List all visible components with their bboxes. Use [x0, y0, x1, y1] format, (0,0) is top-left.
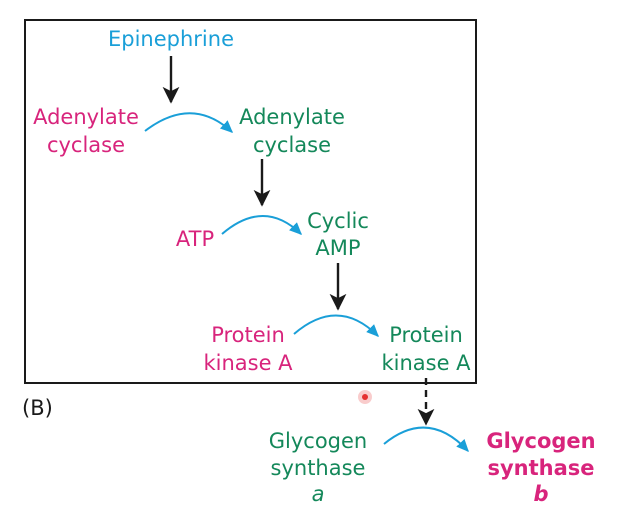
glycogen-synthase-b-label-line2: synthase	[487, 456, 594, 480]
panel-label: (B)	[22, 396, 53, 420]
protein-kinase-a-inactive-label: Protein	[211, 323, 285, 347]
adenylate-cyclase-inactive-label: Adenylate	[33, 105, 139, 129]
adenylate-cyclase-inactive-label-line2: cyclase	[47, 133, 125, 157]
atp-label: ATP	[176, 227, 214, 251]
adenylate-cyclase-activation-arc	[144, 112, 234, 133]
glycogen-synthase-b-form: b	[533, 482, 548, 506]
protein-kinase-a-activation-arc	[293, 314, 379, 337]
panel-frame	[24, 19, 477, 384]
adenylate-cyclase-active-label-line2: cyclase	[253, 133, 331, 157]
cyclic-amp-label-line2: AMP	[315, 236, 360, 260]
protein-kinase-a-active-label-line2: kinase A	[381, 351, 471, 375]
protein-kinase-a-inactive-label-line2: kinase A	[203, 351, 293, 375]
glycogen-synthase-a-label-line2: synthase	[271, 456, 366, 480]
cursor-indicator-dot	[362, 394, 368, 400]
glycogen-synthase-b-label: Glycogen	[486, 429, 595, 453]
glycogen-synthase-inactivation-arc	[383, 426, 469, 453]
epinephrine-label: Epinephrine	[108, 27, 234, 51]
glycogen-synthase-a-label: Glycogen	[269, 429, 368, 453]
protein-kinase-a-active-label: Protein	[389, 323, 463, 347]
cyclic-amp-label: Cyclic	[307, 209, 369, 233]
glycogen-synthase-a-form: a	[312, 482, 325, 506]
atp-to-camp-arc	[221, 215, 303, 235]
adenylate-cyclase-active-label: Adenylate	[239, 105, 345, 129]
